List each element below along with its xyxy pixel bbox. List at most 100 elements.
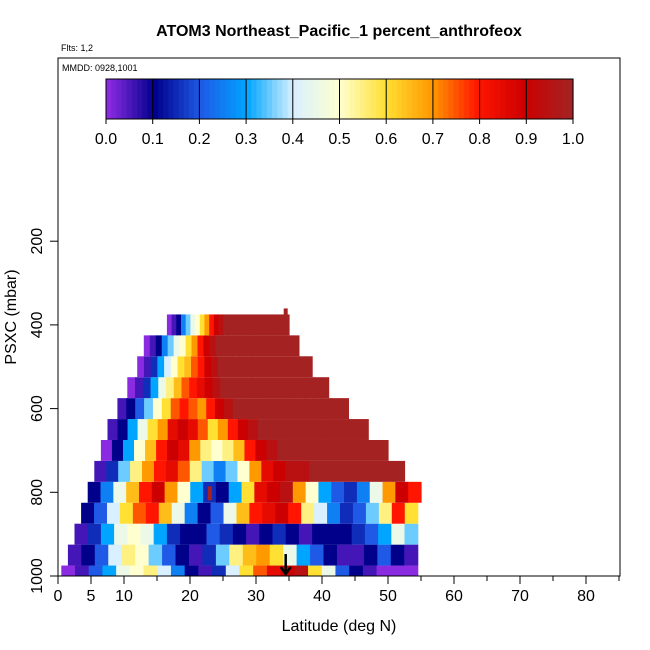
heatmap-cell xyxy=(270,314,276,336)
colorbar-swatch xyxy=(541,79,548,119)
colorbar-swatch xyxy=(562,79,569,119)
heatmap-cell xyxy=(190,314,196,336)
colorbar: 0.0 0.1 0.2 0.3 0.4 0.5 0.6 0.7 0.8 0.9 1.0 xyxy=(95,78,584,148)
heatmap-cell xyxy=(282,377,291,399)
heatmap-cell xyxy=(166,314,173,336)
heatmap-cell xyxy=(305,377,314,399)
heatmap-cell xyxy=(232,398,243,420)
colorbar-swatch xyxy=(339,79,346,119)
heatmap-cell xyxy=(127,419,139,440)
heatmap-cell xyxy=(251,335,258,357)
heatmap-cell xyxy=(121,544,136,566)
heatmap-cells xyxy=(61,314,422,576)
heatmap-cell xyxy=(184,356,192,378)
colorbar-swatch xyxy=(142,79,149,119)
heatmap-cell xyxy=(277,419,289,440)
heatmap-cell xyxy=(197,398,207,420)
heatmap-cell xyxy=(232,523,247,545)
flight-marks xyxy=(207,308,292,577)
colorbar-tick-label: 0.9 xyxy=(515,131,537,148)
colorbar-swatch xyxy=(386,79,392,119)
heatmap-cell xyxy=(262,502,276,524)
heatmap-cell xyxy=(202,544,217,566)
heatmap-cell xyxy=(221,335,228,357)
colorbar-swatch xyxy=(567,79,574,119)
heatmap-cell xyxy=(225,565,241,576)
y-tick-label: 800 xyxy=(29,479,46,506)
heatmap-cell xyxy=(305,356,313,378)
colorbar-swatch xyxy=(547,79,553,119)
heatmap-cell xyxy=(305,481,320,503)
heatmap-cell xyxy=(158,377,167,399)
heatmap-cell xyxy=(126,481,140,503)
heatmap-cell xyxy=(343,439,356,461)
heatmap-cell xyxy=(382,481,396,503)
heatmap-cell xyxy=(135,544,150,566)
colorbar-swatch xyxy=(453,79,460,119)
heatmap-cell xyxy=(155,335,163,357)
x-tick-label: 60 xyxy=(445,588,463,605)
y-tick-label: 400 xyxy=(29,311,46,338)
heatmap-cell xyxy=(188,544,204,566)
heatmap-cell xyxy=(206,523,221,545)
colorbar-swatch xyxy=(349,79,356,119)
heatmap-cell xyxy=(213,314,220,336)
heatmap-cell xyxy=(100,481,114,503)
heatmap-cell xyxy=(251,356,259,378)
colorbar-swatch xyxy=(147,79,154,119)
colorbar-swatch xyxy=(168,79,175,119)
heatmap-cell xyxy=(170,565,186,576)
heatmap-cell xyxy=(111,439,124,461)
heatmap-cell xyxy=(130,460,143,482)
heatmap-cell xyxy=(165,460,179,482)
heatmap-cell xyxy=(365,502,380,524)
heatmap-cell xyxy=(390,544,405,566)
heatmap-cell xyxy=(275,502,289,524)
heatmap-cell xyxy=(225,460,239,482)
heatmap-cell xyxy=(273,460,286,482)
heatmap-cell xyxy=(167,335,175,357)
heatmap-cell xyxy=(135,398,145,420)
heatmap-cell xyxy=(378,523,392,545)
heatmap-cell xyxy=(310,544,325,566)
heatmap-cell xyxy=(242,314,248,336)
heatmap-cell xyxy=(292,481,307,503)
heatmap-cell xyxy=(215,544,230,566)
colorbar-swatch xyxy=(292,79,299,119)
colorbar-swatch xyxy=(235,79,242,119)
heatmap-cell xyxy=(75,565,90,576)
heatmap-cell xyxy=(243,377,252,399)
heatmap-cell xyxy=(177,419,189,440)
heatmap-cell xyxy=(376,565,391,576)
heatmap-cell xyxy=(144,398,154,420)
heatmap-cell xyxy=(231,356,239,378)
colorbar-swatch xyxy=(375,79,382,119)
colorbar-swatch xyxy=(157,79,164,119)
colorbar-swatch xyxy=(240,79,247,119)
heatmap-cell xyxy=(187,419,199,440)
heatmap-cell xyxy=(258,356,266,378)
heatmap-cell xyxy=(114,523,128,545)
colorbar-swatch xyxy=(214,79,221,119)
colorbar-swatch xyxy=(510,79,517,119)
flight-mark xyxy=(207,486,212,501)
heatmap-cell xyxy=(167,439,179,461)
heatmap-cell xyxy=(261,460,274,482)
heatmap-cell xyxy=(196,377,206,399)
heatmap-cell xyxy=(81,502,95,524)
heatmap-cell xyxy=(284,314,290,336)
heatmap-cell xyxy=(244,356,253,378)
heatmap-cell xyxy=(251,377,260,399)
heatmap-cell xyxy=(256,314,262,336)
heatmap-cell xyxy=(344,481,358,503)
heatmap-cell xyxy=(189,439,201,461)
heatmap-cell xyxy=(118,460,131,482)
heatmap-cell xyxy=(191,356,199,378)
colorbar-swatch xyxy=(272,79,278,119)
heatmap-cell xyxy=(378,502,393,524)
colorbar-tick-label: 0.8 xyxy=(468,131,490,148)
heatmap-cell xyxy=(321,439,334,461)
colorbar-swatch xyxy=(438,79,444,119)
heatmap-cell xyxy=(213,460,227,482)
heatmap-cell xyxy=(239,335,246,357)
